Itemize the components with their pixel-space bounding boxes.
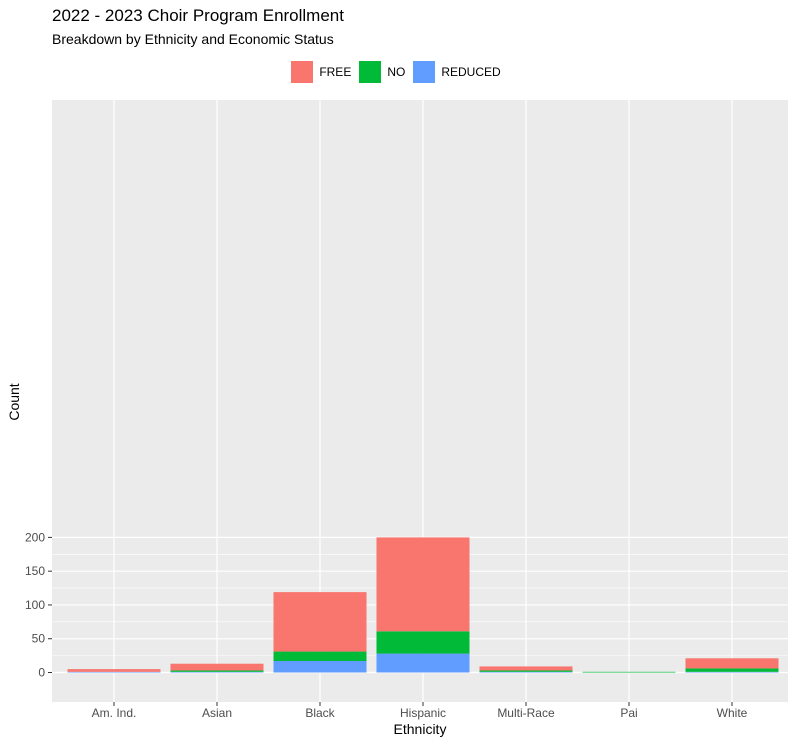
legend-label-free: FREE [319,65,352,79]
bar-segment-reduced [273,661,367,673]
bar-segment-free [273,592,367,652]
legend-item-reduced: REDUCED [413,61,504,83]
bar-segment-reduced [479,671,573,673]
bar-segment-no [685,668,779,672]
bar-segment-free [479,666,573,671]
chart-subtitle: Breakdown by Ethnicity and Economic Stat… [52,31,334,47]
bar-segment-no [273,651,367,662]
bar-segment-free [67,669,161,672]
x-tick-label: White [717,706,748,720]
bar-segment-reduced [67,671,161,673]
y-tick-label: 50 [32,632,46,646]
bar-segment-free [685,658,779,669]
bar-segment-no [582,671,676,673]
legend-swatch-reduced [413,61,436,83]
x-axis: Am. Ind. Asian Black Hispanic Multi-Race Pai W… [92,702,748,720]
x-tick-label: Black [305,706,335,720]
x-tick-label: Multi-Race [497,706,555,720]
legend-label-no: NO [387,65,406,79]
legend-swatch-free [291,61,314,83]
bar-segment-reduced [170,671,264,673]
bar-segment-free [376,537,470,632]
x-tick-label: Pai [620,706,637,720]
bar-segment-no [376,631,470,654]
y-tick-label: 150 [25,564,45,578]
bar-segment-reduced [376,653,470,673]
chart-title: 2022 - 2023 Choir Program Enrollment [52,6,344,25]
x-tick-label: Hispanic [400,706,446,720]
x-tick-label: Asian [202,706,232,720]
legend-item-no: NO [359,61,409,83]
x-tick-label: Am. Ind. [92,706,137,720]
bar-segment-no [170,670,264,672]
y-tick-label: 200 [25,530,45,544]
legend-label-reduced: REDUCED [441,65,501,79]
bar-segment-no [479,670,573,672]
y-tick-label: 100 [25,598,45,612]
legend: FREE NO REDUCED [0,61,800,83]
y-tick-label: 0 [38,666,45,680]
bar-segment-free [170,663,264,671]
legend-item-free: FREE [291,61,355,83]
y-axis-title: Count [6,383,22,420]
y-axis: 0 50 100 150 200 [25,530,52,680]
x-axis-title: Ethnicity [394,721,447,737]
bar-segment-reduced [685,671,779,673]
bars [67,537,779,673]
legend-swatch-no [359,61,382,83]
